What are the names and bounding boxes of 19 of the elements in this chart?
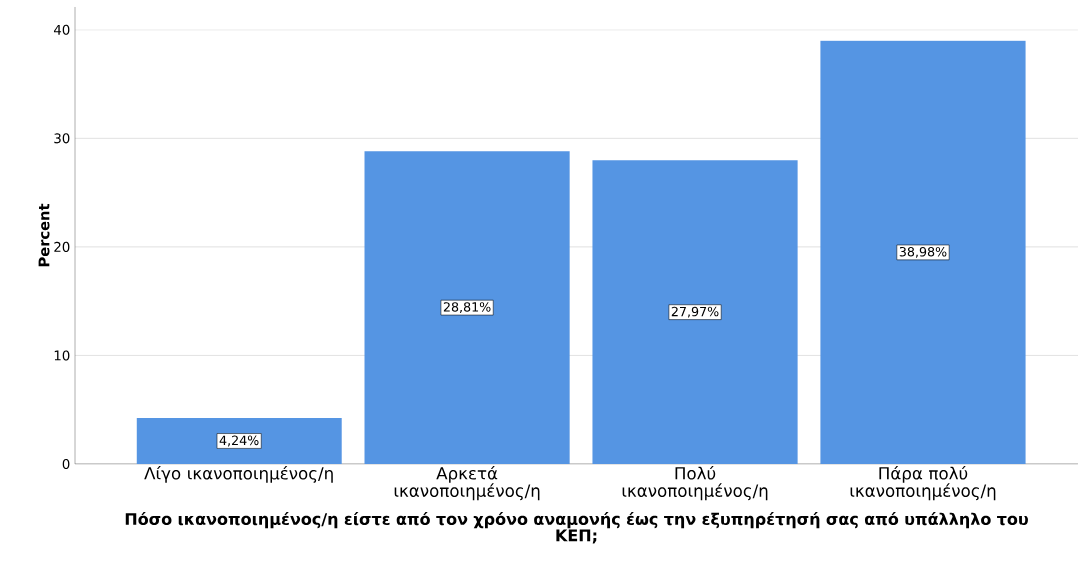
x-tick-label: Πολύ ικανοποιημένος/η <box>622 466 768 501</box>
bar <box>136 417 342 464</box>
x-tick-label: Αρκετά ικανοποιημένος/η <box>394 466 540 501</box>
data-label: 4,24% <box>219 435 259 447</box>
x-tick-label: Λίγο ικανοποιημένος/η <box>144 466 333 483</box>
y-axis-title: Percent <box>38 203 50 267</box>
bar <box>592 160 798 464</box>
y-tick-label: 0 <box>62 458 70 470</box>
x-tick-label: Πάρα πολύ ικανοποιημένος/η <box>850 466 996 501</box>
data-label: 28,81% <box>443 302 491 314</box>
bar <box>364 151 570 464</box>
bar <box>820 40 1026 464</box>
y-tick-label: 10 <box>54 350 70 361</box>
data-label: 27,97% <box>671 306 719 318</box>
y-tick-label: 40 <box>53 24 70 35</box>
data-label: 38,98% <box>899 246 947 258</box>
y-tick-label: 20 <box>54 241 70 252</box>
x-axis-title: Πόσο ικανοποιημένος/η είστε από τον χρόνο αναμονής έως την εξυπηρέτησή σας από υπάλληλο του ΚΕΠ; <box>125 512 1028 544</box>
y-tick-label: 30 <box>54 133 70 144</box>
